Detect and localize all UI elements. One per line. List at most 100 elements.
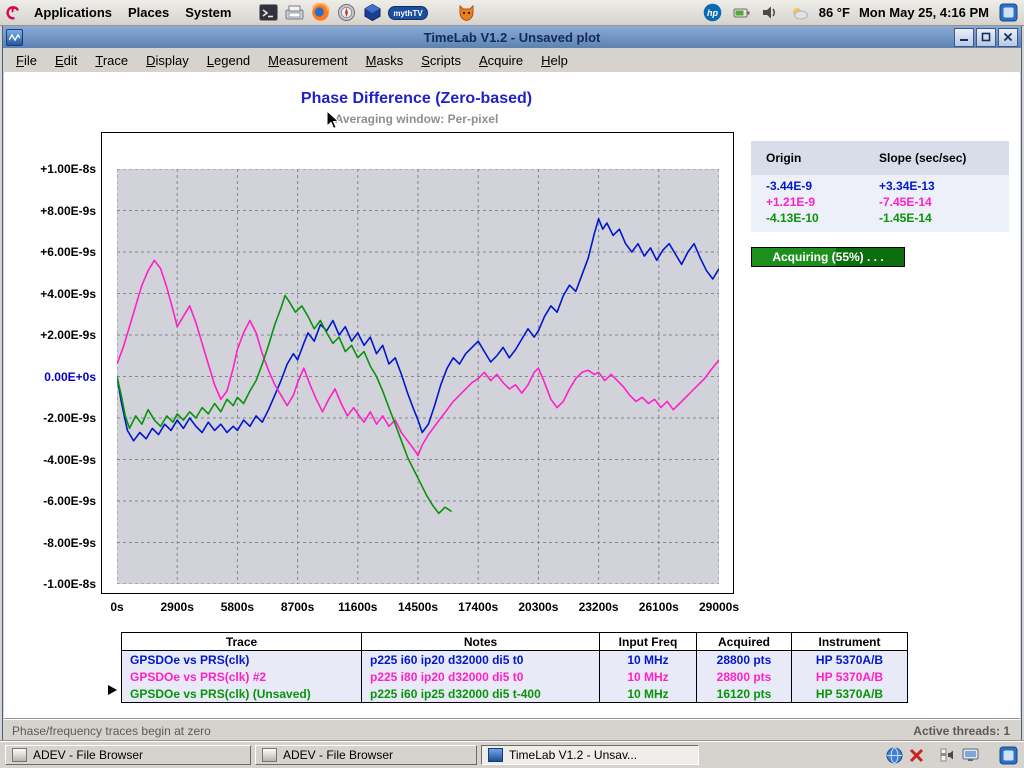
red-close-icon[interactable] bbox=[906, 745, 926, 765]
x-tick-label: 17400s bbox=[458, 600, 499, 614]
x-tick-label: 23200s bbox=[578, 600, 619, 614]
clock[interactable]: Mon May 25, 4:16 PM bbox=[858, 5, 989, 20]
menu-help[interactable]: Help bbox=[541, 52, 568, 68]
file-browser-window-icon bbox=[12, 748, 27, 762]
active-threads-label: Active threads: 1 bbox=[913, 723, 1010, 738]
plot-canvas-area: Phase Difference (Zero-based) Averaging … bbox=[4, 72, 1020, 718]
menu-acquire[interactable]: Acquire bbox=[478, 52, 524, 68]
trace-table: Trace Notes Input Freq Acquired Instrument G… bbox=[121, 632, 908, 703]
menu-measurement[interactable]: Measurement bbox=[268, 52, 348, 68]
legend-row: -3.44E-9 +3.34E-13 bbox=[766, 179, 935, 193]
chart-title: Phase Difference (Zero-based) bbox=[300, 90, 533, 107]
y-tick-label: +2.00E-9s bbox=[40, 328, 96, 342]
hp-logo-icon[interactable]: hp bbox=[702, 2, 724, 23]
trace-table-row[interactable]: GPSDOe vs PRS(clk) #2 p225 i80 ip20 d3200… bbox=[121, 668, 908, 685]
trace-table-header: Input Freq bbox=[599, 632, 697, 651]
corner-applet-icon[interactable] bbox=[998, 745, 1018, 765]
debian-swirl-icon[interactable] bbox=[2, 2, 24, 23]
places-menu[interactable]: Places bbox=[128, 5, 170, 20]
maximize-button[interactable] bbox=[976, 27, 996, 47]
legend-row: -4.13E-10 -1.45E-14 bbox=[766, 211, 932, 225]
x-tick-label: 20300s bbox=[518, 600, 559, 614]
taskbar-button-label: ADEV - File Browser bbox=[283, 748, 394, 762]
close-button[interactable] bbox=[998, 27, 1018, 47]
status-message: Phase/frequency traces begin at zero bbox=[12, 723, 211, 738]
acquiring-label: Acquiring (55%) . . . bbox=[772, 250, 884, 264]
volume-tray-icon[interactable] bbox=[938, 745, 958, 765]
y-tick-label: -6.00E-9s bbox=[43, 494, 96, 508]
battery-icon[interactable] bbox=[731, 2, 753, 23]
y-tick-label: +4.00E-9s bbox=[40, 286, 96, 301]
terminal-icon[interactable] bbox=[257, 2, 279, 23]
legend-table: Origin Slope (sec/sec) -3.44E-9 +3.34E-13… bbox=[751, 141, 1009, 232]
menu-trace[interactable]: Trace bbox=[95, 52, 129, 68]
firefox-icon[interactable] bbox=[309, 2, 331, 23]
x-tick-label: 26100s bbox=[638, 600, 679, 614]
menu-display[interactable]: Display bbox=[146, 52, 189, 68]
x-tick-label: 5800s bbox=[220, 600, 255, 614]
printer-icon[interactable] bbox=[283, 2, 305, 23]
applications-menu[interactable]: Applications bbox=[34, 5, 113, 20]
taskbar-button-timelab[interactable]: TimeLab V1.2 - Unsav... bbox=[481, 745, 699, 765]
legend-header-origin: Origin bbox=[766, 151, 802, 165]
menu-scripts[interactable]: Scripts bbox=[421, 52, 461, 68]
fox-icon[interactable] bbox=[455, 2, 477, 23]
menu-file[interactable]: File bbox=[16, 52, 37, 68]
y-tick-label: -1.00E-8s bbox=[43, 577, 96, 591]
weather-temperature[interactable]: 86 °F bbox=[818, 5, 850, 20]
svg-text:mythTV: mythTV bbox=[394, 9, 424, 18]
acquiring-progress: Acquiring (55%) . . . bbox=[751, 247, 905, 267]
mythtv-icon[interactable]: mythTV bbox=[387, 2, 429, 23]
window-title: TimeLab V1.2 - Unsaved plot bbox=[423, 29, 601, 45]
chart-subtitle: Averaging window: Per-pixel bbox=[334, 112, 499, 126]
y-tick-label: +8.00E-9s bbox=[40, 203, 96, 218]
status-bar: Phase/frequency traces begin at zero Act… bbox=[4, 718, 1020, 742]
y-tick-label: -8.00E-9s bbox=[43, 535, 96, 550]
window-titlebar[interactable]: TimeLab V1.2 - Unsaved plot bbox=[3, 26, 1021, 48]
y-tick-label: 0.00E+0s bbox=[44, 369, 96, 384]
timelab-window: TimeLab V1.2 - Unsaved plot File Edit Trac… bbox=[2, 25, 1022, 743]
compass-icon[interactable] bbox=[335, 2, 357, 23]
y-tick-label: +6.00E-9s bbox=[40, 245, 96, 259]
system-menu[interactable]: System bbox=[185, 5, 232, 20]
trace-table-header: Trace bbox=[121, 632, 362, 651]
x-tick-label: 11600s bbox=[338, 600, 378, 614]
menu-legend[interactable]: Legend bbox=[206, 52, 251, 68]
menu-bar: File Edit Trace Display Legend Measurement Mas… bbox=[3, 48, 1021, 73]
panel-applet-icon[interactable] bbox=[997, 2, 1019, 23]
trace-table-header: Instrument bbox=[791, 632, 908, 651]
taskbar: ADEV - File Browser ADEV - File Browser Ti… bbox=[0, 741, 1024, 768]
active-trace-marker-icon bbox=[108, 685, 117, 695]
file-browser-window-icon bbox=[262, 748, 277, 762]
x-tick-label: 29000s bbox=[698, 600, 740, 614]
mouse-cursor bbox=[326, 109, 341, 136]
acquiring-progress-fill bbox=[752, 248, 836, 266]
weather-icon[interactable] bbox=[789, 2, 811, 23]
y-tick-label: -4.00E-9s bbox=[43, 452, 96, 467]
taskbar-button-file-browser[interactable]: ADEV - File Browser bbox=[255, 745, 477, 765]
trace-table-header: Acquired bbox=[696, 632, 792, 651]
y-tick-label: +1.00E-8s bbox=[40, 162, 96, 176]
display-tray-icon[interactable] bbox=[960, 745, 980, 765]
menu-edit[interactable]: Edit bbox=[54, 52, 78, 68]
minimize-button[interactable] bbox=[954, 27, 974, 47]
trace-table-row[interactable]: GPSDOe vs PRS(clk) (Unsaved) p225 i60 ip2… bbox=[121, 685, 908, 703]
taskbar-button-label: ADEV - File Browser bbox=[33, 748, 144, 762]
taskbar-button-label: TimeLab V1.2 - Unsav... bbox=[509, 748, 638, 762]
x-tick-label: 8700s bbox=[280, 600, 315, 614]
gnome-top-panel: Applications Places System mythTV hp 86 … bbox=[0, 0, 1024, 26]
plot-frame: +1.00E-8s +8.00E-9s +6.00E-9s +4.00E-9s +2.0… bbox=[40, 132, 739, 614]
x-tick-label: 2900s bbox=[160, 600, 194, 614]
menu-masks[interactable]: Masks bbox=[365, 52, 404, 68]
svg-text:hp: hp bbox=[707, 8, 718, 18]
volume-icon[interactable] bbox=[760, 2, 782, 23]
trace-table-header: Notes bbox=[361, 632, 600, 651]
legend-header-slope: Slope (sec/sec) bbox=[879, 151, 967, 165]
taskbar-button-file-browser[interactable]: ADEV - File Browser bbox=[5, 745, 251, 765]
blue-cube-icon[interactable] bbox=[361, 2, 383, 23]
trace-table-row[interactable]: GPSDOe vs PRS(clk) p225 i60 ip20 d32000 d… bbox=[121, 650, 908, 668]
y-tick-label: -2.00E-9s bbox=[43, 411, 96, 425]
globe-icon[interactable] bbox=[884, 745, 904, 765]
legend-row: +1.21E-9 -7.45E-14 bbox=[766, 195, 932, 209]
plot-region[interactable] bbox=[117, 169, 719, 584]
